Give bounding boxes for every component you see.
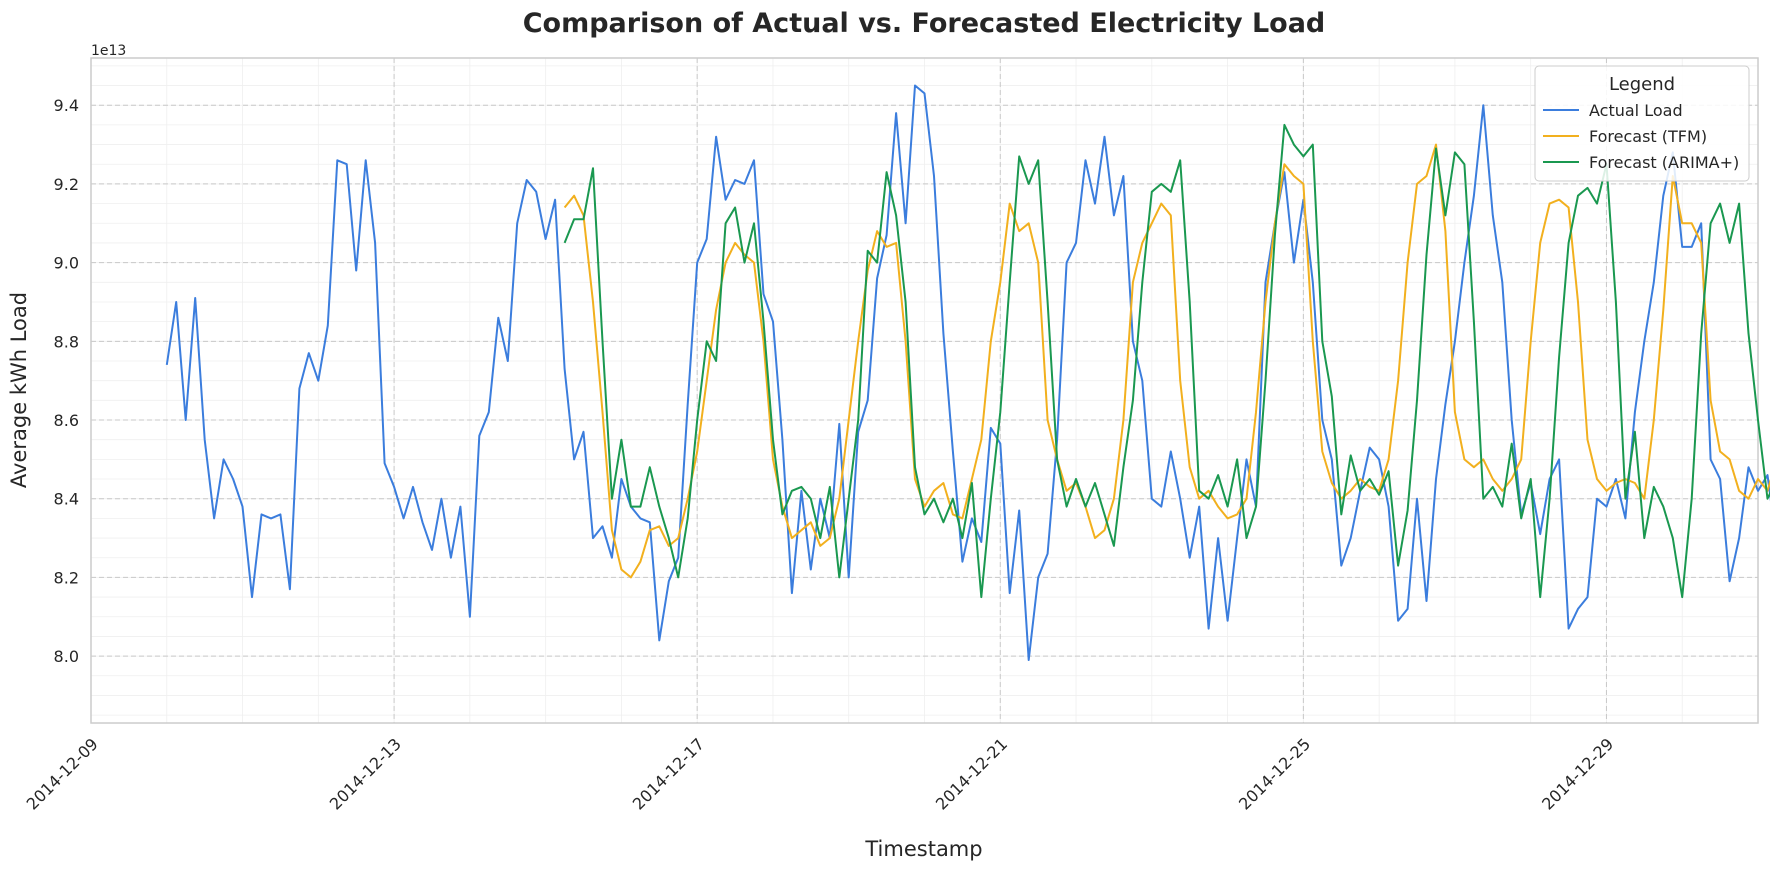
chart-title: Comparison of Actual vs. Forecasted Elec… <box>523 8 1326 39</box>
y-tick-label: 8.6 <box>54 411 79 430</box>
series-layer <box>165 84 1770 661</box>
y-tick-label: 8.4 <box>54 490 79 509</box>
legend: Legend Actual Load Forecast (TFM) Forecast… <box>1534 65 1750 182</box>
y-tick-label: 9.4 <box>54 96 79 115</box>
series-line-1 <box>563 143 1770 579</box>
legend-items: Actual Load Forecast (TFM) Forecast (ARIMA… <box>1543 101 1739 172</box>
legend-label-0: Actual Load <box>1589 101 1683 120</box>
legend-title: Legend <box>1609 74 1675 95</box>
y-axis-ticks: 8.0 8.2 8.4 8.6 8.8 9.0 9.2 9.4 <box>54 96 79 666</box>
x-axis-label: Timestamp <box>864 837 982 861</box>
y-tick-label: 8.2 <box>54 568 79 587</box>
series-line-0 <box>165 84 1770 661</box>
series-line-2 <box>563 123 1770 599</box>
plot-frame <box>90 57 1759 724</box>
y-tick-label: 8.0 <box>54 647 79 666</box>
y-tick-label: 8.8 <box>54 332 79 351</box>
y-tick-label: 9.2 <box>54 175 79 194</box>
y-tick-label: 9.0 <box>54 254 79 273</box>
legend-label-2: Forecast (ARIMA+) <box>1589 153 1739 172</box>
legend-label-1: Forecast (TFM) <box>1589 127 1707 146</box>
legend-box <box>1534 65 1750 182</box>
y-axis-offset-label: 1e13 <box>91 43 126 59</box>
y-axis-label: Average kWh Load <box>7 292 31 488</box>
